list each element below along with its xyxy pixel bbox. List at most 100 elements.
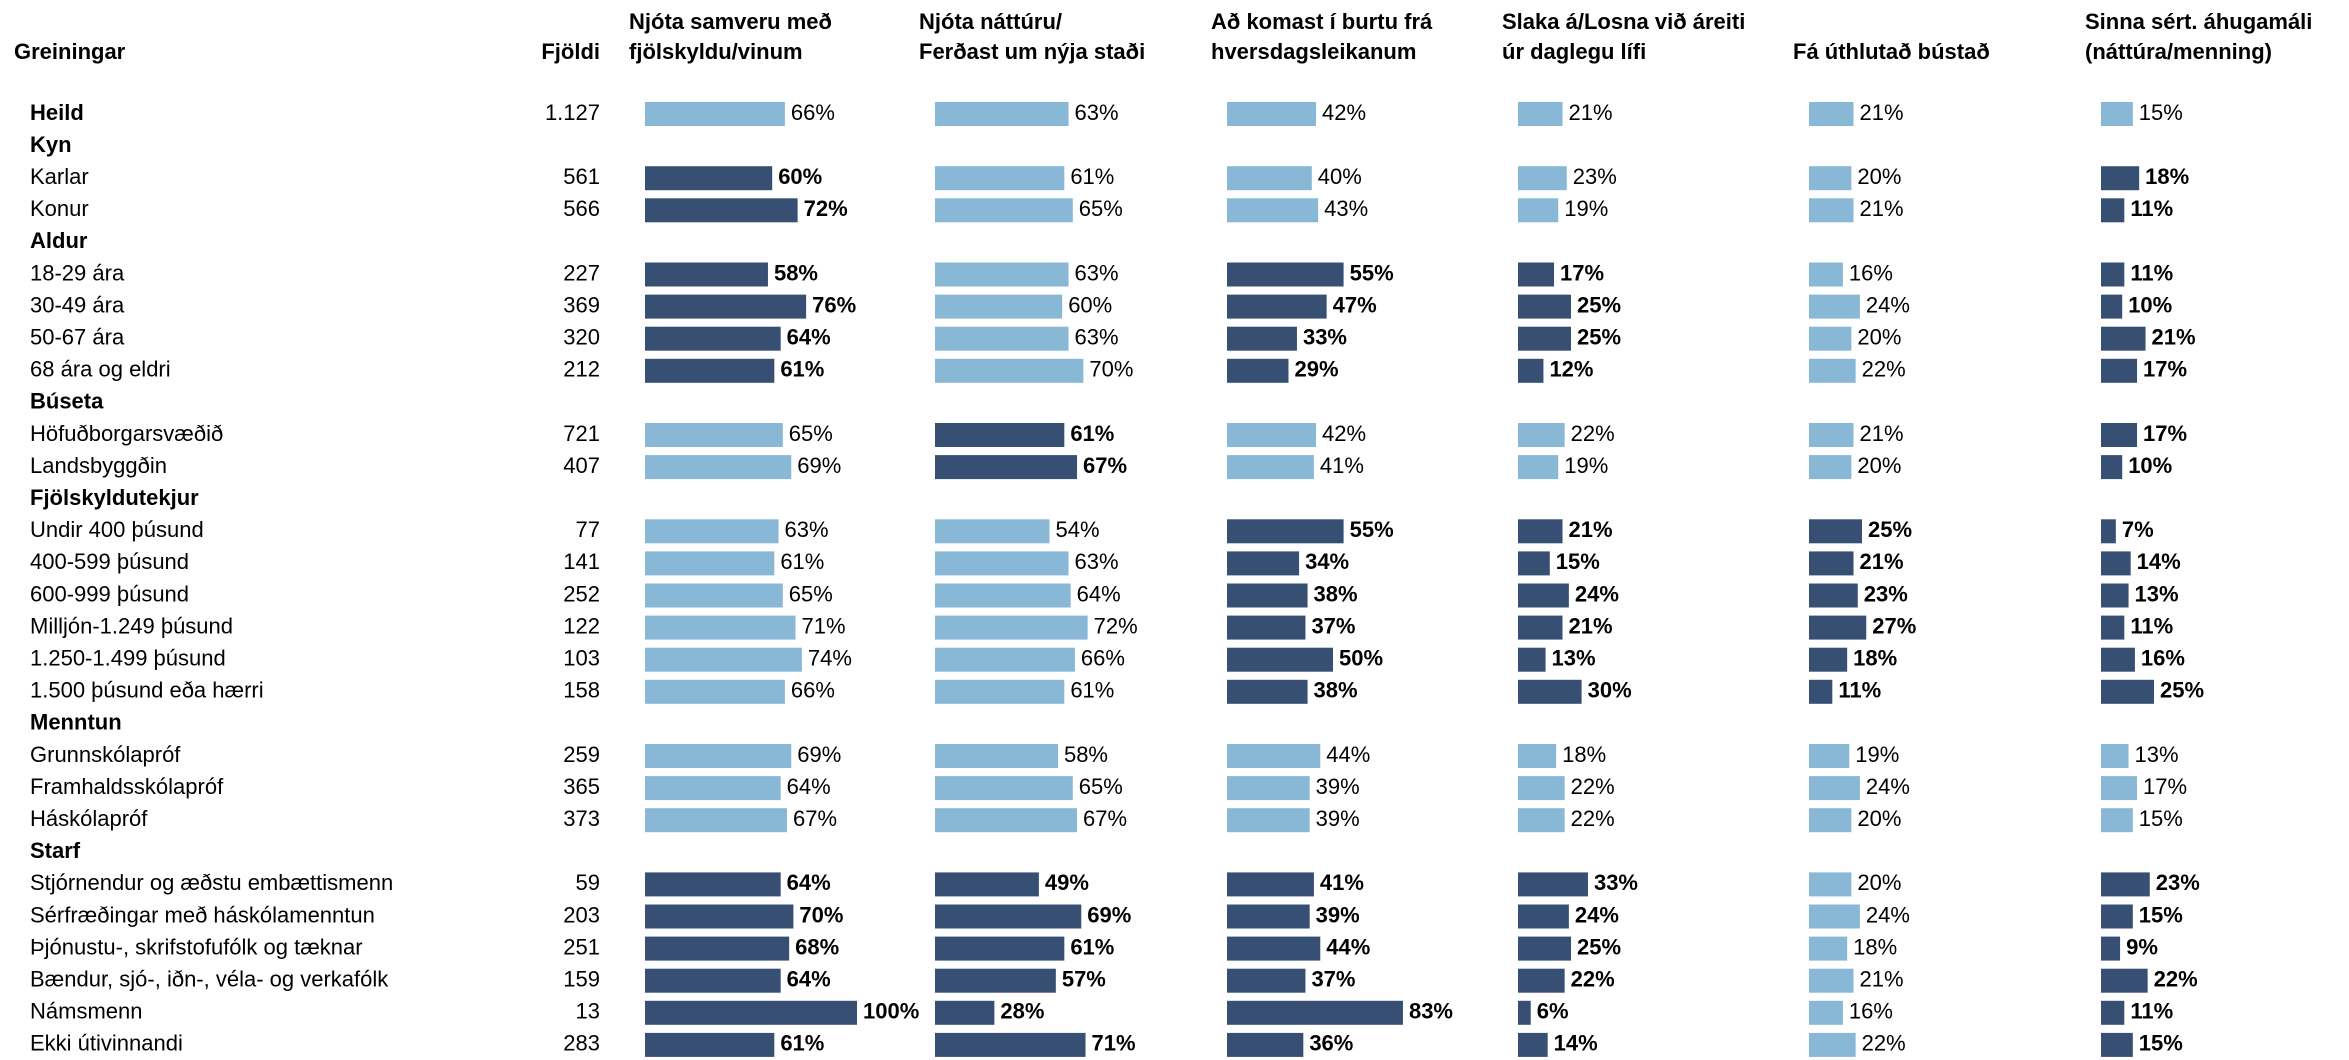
row-label: 18-29 ára [30, 260, 125, 285]
bar-label: 25% [1577, 934, 1621, 959]
bar [935, 583, 1071, 608]
bar [645, 294, 807, 319]
bar [645, 615, 796, 640]
bar-label: 63% [1075, 325, 1119, 350]
bar-label: 20% [1857, 806, 1901, 831]
bar-label: 12% [1549, 357, 1593, 382]
bar-label: 13% [2135, 581, 2179, 606]
bar-label: 72% [1094, 613, 1138, 638]
bar [935, 936, 1065, 961]
bar-label: 38% [1314, 581, 1358, 606]
bar [2101, 262, 2125, 287]
bar [2101, 968, 2148, 993]
row-label: 68 ára og eldri [30, 357, 171, 382]
bar-label: 64% [787, 325, 831, 350]
bar [1809, 968, 1854, 993]
bar [1518, 198, 1559, 223]
bar-label: 68% [795, 934, 839, 959]
bar-label: 64% [787, 870, 831, 895]
row-group: Starf [30, 838, 81, 863]
bar-label: 13% [2135, 742, 2179, 767]
row-label: Sérfræðingar með háskólamenntun [30, 902, 375, 927]
row-count: 103 [563, 646, 600, 671]
bar-label: 65% [1079, 774, 1123, 799]
bar [935, 198, 1073, 223]
bar [935, 1000, 995, 1025]
bar [1518, 262, 1555, 287]
bar [1227, 326, 1297, 351]
bar-label: 22% [1862, 357, 1906, 382]
bar [1518, 872, 1588, 897]
row-label: Stjórnendur og æðstu embættismenn [30, 870, 393, 895]
bar-label: 38% [1314, 678, 1358, 703]
bar [1227, 455, 1314, 480]
bar [1518, 776, 1565, 801]
bar-label: 36% [1309, 1031, 1353, 1056]
bar-label: 43% [1324, 196, 1368, 221]
bar-label: 7% [2122, 517, 2154, 542]
row-label: Þjónustu-, skrifstofufólk og tæknar [30, 934, 363, 959]
row-count: 122 [563, 613, 600, 638]
bar-label: 42% [1322, 421, 1366, 446]
bar-label: 23% [1864, 581, 1908, 606]
bar [935, 294, 1063, 319]
bar-label: 25% [2160, 678, 2204, 703]
row-group: Búseta [30, 389, 104, 414]
bar-label: 33% [1303, 325, 1347, 350]
row-count: 407 [563, 453, 600, 478]
bar [1809, 1000, 1843, 1025]
row-label: Karlar [30, 164, 89, 189]
bar [1227, 808, 1310, 833]
bar [1518, 1032, 1548, 1057]
bar [645, 647, 802, 672]
bar-label: 20% [1857, 870, 1901, 895]
bar [2101, 294, 2123, 319]
bar-label: 15% [1556, 549, 1600, 574]
bar [645, 198, 798, 223]
row-group: Menntun [30, 710, 122, 735]
bar-label: 17% [1560, 260, 1604, 285]
bar [1227, 166, 1312, 191]
bar-label: 21% [1569, 517, 1613, 542]
bar [1809, 615, 1867, 640]
bar-label: 69% [1087, 902, 1131, 927]
bar [1227, 776, 1310, 801]
bar-label: 23% [1573, 164, 1617, 189]
bar-label: 17% [2143, 421, 2187, 446]
bar [935, 1032, 1086, 1057]
column-title: Njóta samveru með [629, 9, 832, 34]
row-count: 13 [576, 999, 600, 1024]
bar [935, 904, 1082, 929]
bar-label: 22% [1571, 421, 1615, 446]
bar-label: 24% [1866, 292, 1910, 317]
bar [645, 326, 781, 351]
bar-label: 21% [1860, 549, 1904, 574]
bar [1227, 102, 1317, 126]
bar-label: 11% [1838, 678, 1881, 703]
bar [2101, 551, 2131, 576]
bar [1809, 583, 1858, 608]
bar [1227, 968, 1306, 993]
bar [935, 455, 1078, 480]
bar [645, 551, 775, 576]
row-label: 400-599 þúsund [30, 549, 189, 574]
bar [1227, 744, 1321, 768]
row-count: 251 [563, 934, 600, 959]
bar-label: 21% [2152, 325, 2196, 350]
bar-label: 27% [1872, 613, 1916, 638]
bar-label: 14% [2137, 549, 2181, 574]
row-label: 30-49 ára [30, 292, 125, 317]
bar-label: 70% [1089, 357, 1133, 382]
bar-label: 20% [1857, 325, 1901, 350]
bar-label: 61% [780, 549, 824, 574]
row-count: 561 [563, 164, 600, 189]
bar-label: 33% [1594, 870, 1638, 895]
bar-label: 10% [2128, 453, 2172, 478]
bar [645, 1000, 857, 1025]
header-count: Fjöldi [541, 39, 600, 64]
bar-label: 58% [1064, 742, 1108, 767]
bar-label: 61% [780, 1031, 824, 1056]
bar-label: 61% [1070, 934, 1114, 959]
bar-label: 66% [791, 100, 835, 125]
bar-label: 40% [1318, 164, 1362, 189]
